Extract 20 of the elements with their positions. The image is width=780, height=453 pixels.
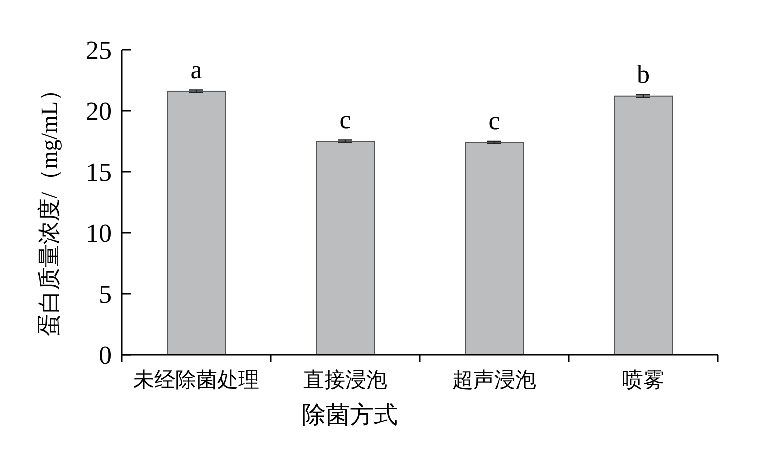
y-tick-label: 15 xyxy=(86,158,112,187)
y-tick-label: 5 xyxy=(99,280,112,309)
annotation: a xyxy=(190,55,203,84)
bar xyxy=(465,142,524,356)
x-tick-label: 未经除菌处理 xyxy=(134,368,260,392)
x-tick-label: 直接浸泡 xyxy=(304,368,388,392)
y-tick-label: 10 xyxy=(86,219,112,248)
annotation: b xyxy=(637,60,650,90)
y-tick-label: 0 xyxy=(99,341,112,370)
bar xyxy=(614,96,673,356)
bar xyxy=(167,90,226,356)
annotation: c xyxy=(488,106,500,136)
x-tick-label: 喷雾 xyxy=(622,368,664,392)
y-tick-label: 25 xyxy=(86,36,112,65)
x-tick-label: 超声浸泡 xyxy=(452,368,536,392)
y-tick-label: 20 xyxy=(86,97,112,126)
annotation: c xyxy=(340,105,352,134)
y-axis-title: 蛋白质量浓度/（mg/mL） xyxy=(37,78,62,337)
bar xyxy=(316,141,375,356)
x-axis-title: 除菌方式 xyxy=(302,402,398,429)
